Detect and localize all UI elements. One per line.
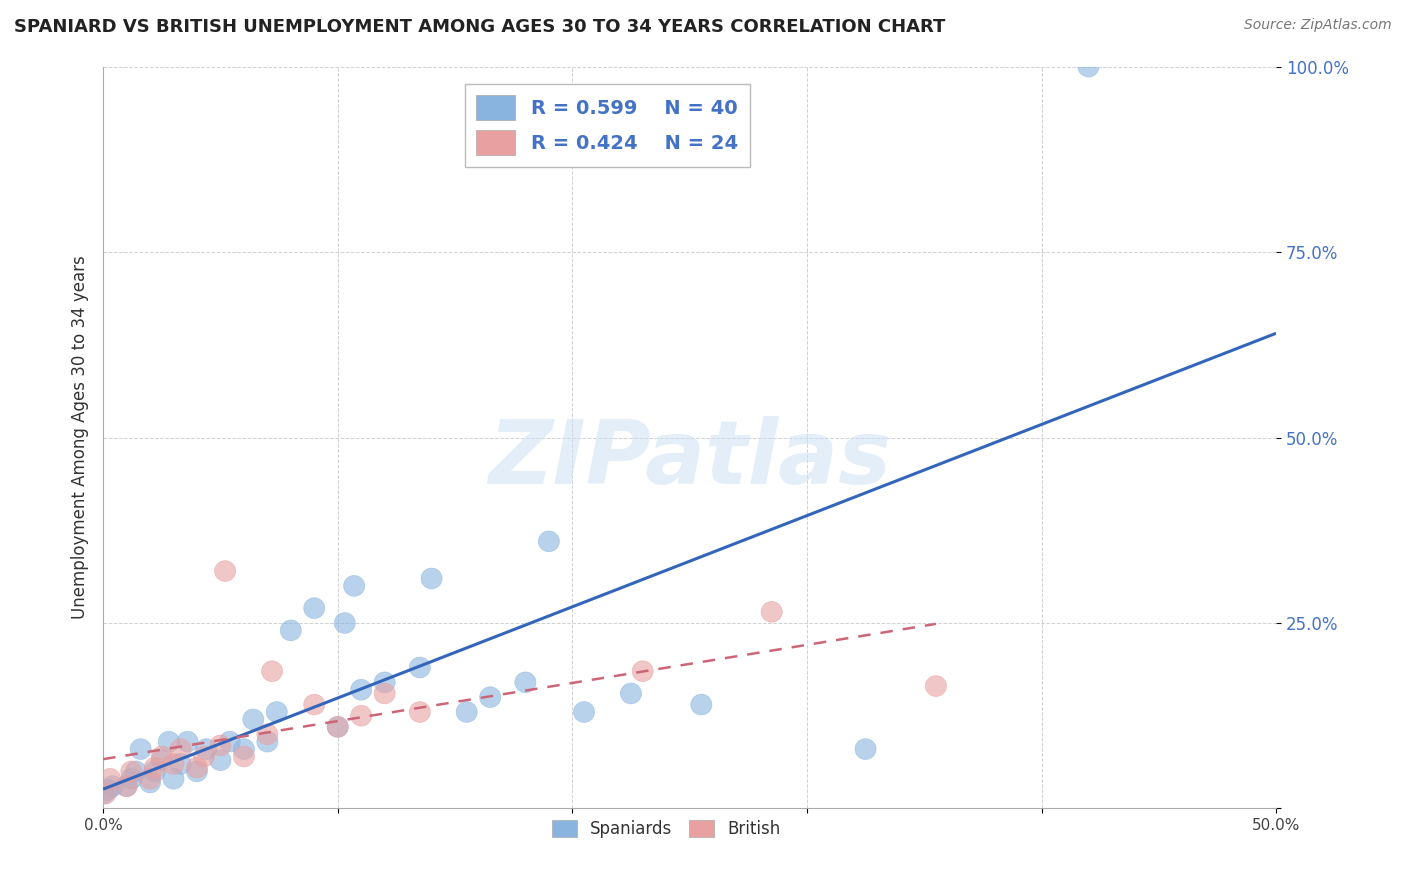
Ellipse shape: [177, 731, 198, 752]
Ellipse shape: [139, 768, 160, 789]
Ellipse shape: [243, 709, 264, 730]
Ellipse shape: [233, 739, 254, 759]
Ellipse shape: [266, 702, 287, 723]
Ellipse shape: [103, 776, 124, 797]
Ellipse shape: [855, 739, 876, 759]
Ellipse shape: [257, 724, 278, 745]
Ellipse shape: [350, 706, 371, 726]
Ellipse shape: [159, 731, 180, 752]
Ellipse shape: [187, 757, 208, 778]
Ellipse shape: [121, 768, 142, 789]
Text: ZIPatlas: ZIPatlas: [488, 417, 891, 503]
Ellipse shape: [350, 680, 371, 700]
Ellipse shape: [145, 761, 166, 781]
Ellipse shape: [280, 620, 301, 640]
Ellipse shape: [374, 672, 395, 693]
Ellipse shape: [209, 735, 231, 756]
Ellipse shape: [219, 731, 240, 752]
Ellipse shape: [125, 761, 146, 781]
Y-axis label: Unemployment Among Ages 30 to 34 years: Unemployment Among Ages 30 to 34 years: [72, 256, 89, 619]
Ellipse shape: [93, 783, 114, 804]
Ellipse shape: [515, 672, 536, 693]
Ellipse shape: [163, 754, 184, 774]
Ellipse shape: [633, 661, 654, 681]
Ellipse shape: [194, 746, 215, 767]
Ellipse shape: [574, 702, 595, 723]
Ellipse shape: [215, 561, 236, 582]
Ellipse shape: [456, 702, 477, 723]
Ellipse shape: [409, 702, 430, 723]
Ellipse shape: [117, 776, 138, 797]
Ellipse shape: [1078, 56, 1099, 77]
Ellipse shape: [343, 575, 364, 596]
Ellipse shape: [187, 761, 208, 781]
Ellipse shape: [195, 739, 217, 759]
Text: Source: ZipAtlas.com: Source: ZipAtlas.com: [1244, 18, 1392, 32]
Ellipse shape: [328, 716, 349, 737]
Ellipse shape: [335, 613, 356, 633]
Ellipse shape: [409, 657, 430, 678]
Ellipse shape: [620, 683, 641, 704]
Ellipse shape: [538, 531, 560, 552]
Ellipse shape: [479, 687, 501, 707]
Legend: Spaniards, British: Spaniards, British: [546, 814, 787, 845]
Ellipse shape: [97, 780, 118, 800]
Ellipse shape: [117, 776, 138, 797]
Ellipse shape: [304, 598, 325, 618]
Ellipse shape: [420, 568, 441, 589]
Ellipse shape: [100, 768, 121, 789]
Ellipse shape: [233, 746, 254, 767]
Ellipse shape: [152, 746, 173, 767]
Ellipse shape: [163, 768, 184, 789]
Ellipse shape: [170, 754, 191, 774]
Ellipse shape: [131, 739, 152, 759]
Ellipse shape: [262, 661, 283, 681]
Ellipse shape: [209, 750, 231, 771]
Ellipse shape: [152, 750, 173, 771]
Ellipse shape: [761, 601, 782, 623]
Ellipse shape: [304, 694, 325, 715]
Ellipse shape: [96, 783, 117, 804]
Ellipse shape: [257, 731, 278, 752]
Ellipse shape: [121, 761, 142, 781]
Ellipse shape: [374, 683, 395, 704]
Ellipse shape: [328, 716, 349, 737]
Ellipse shape: [170, 739, 191, 759]
Ellipse shape: [145, 757, 166, 778]
Ellipse shape: [690, 694, 711, 715]
Text: SPANIARD VS BRITISH UNEMPLOYMENT AMONG AGES 30 TO 34 YEARS CORRELATION CHART: SPANIARD VS BRITISH UNEMPLOYMENT AMONG A…: [14, 18, 945, 36]
Ellipse shape: [925, 675, 946, 697]
Ellipse shape: [139, 772, 160, 793]
